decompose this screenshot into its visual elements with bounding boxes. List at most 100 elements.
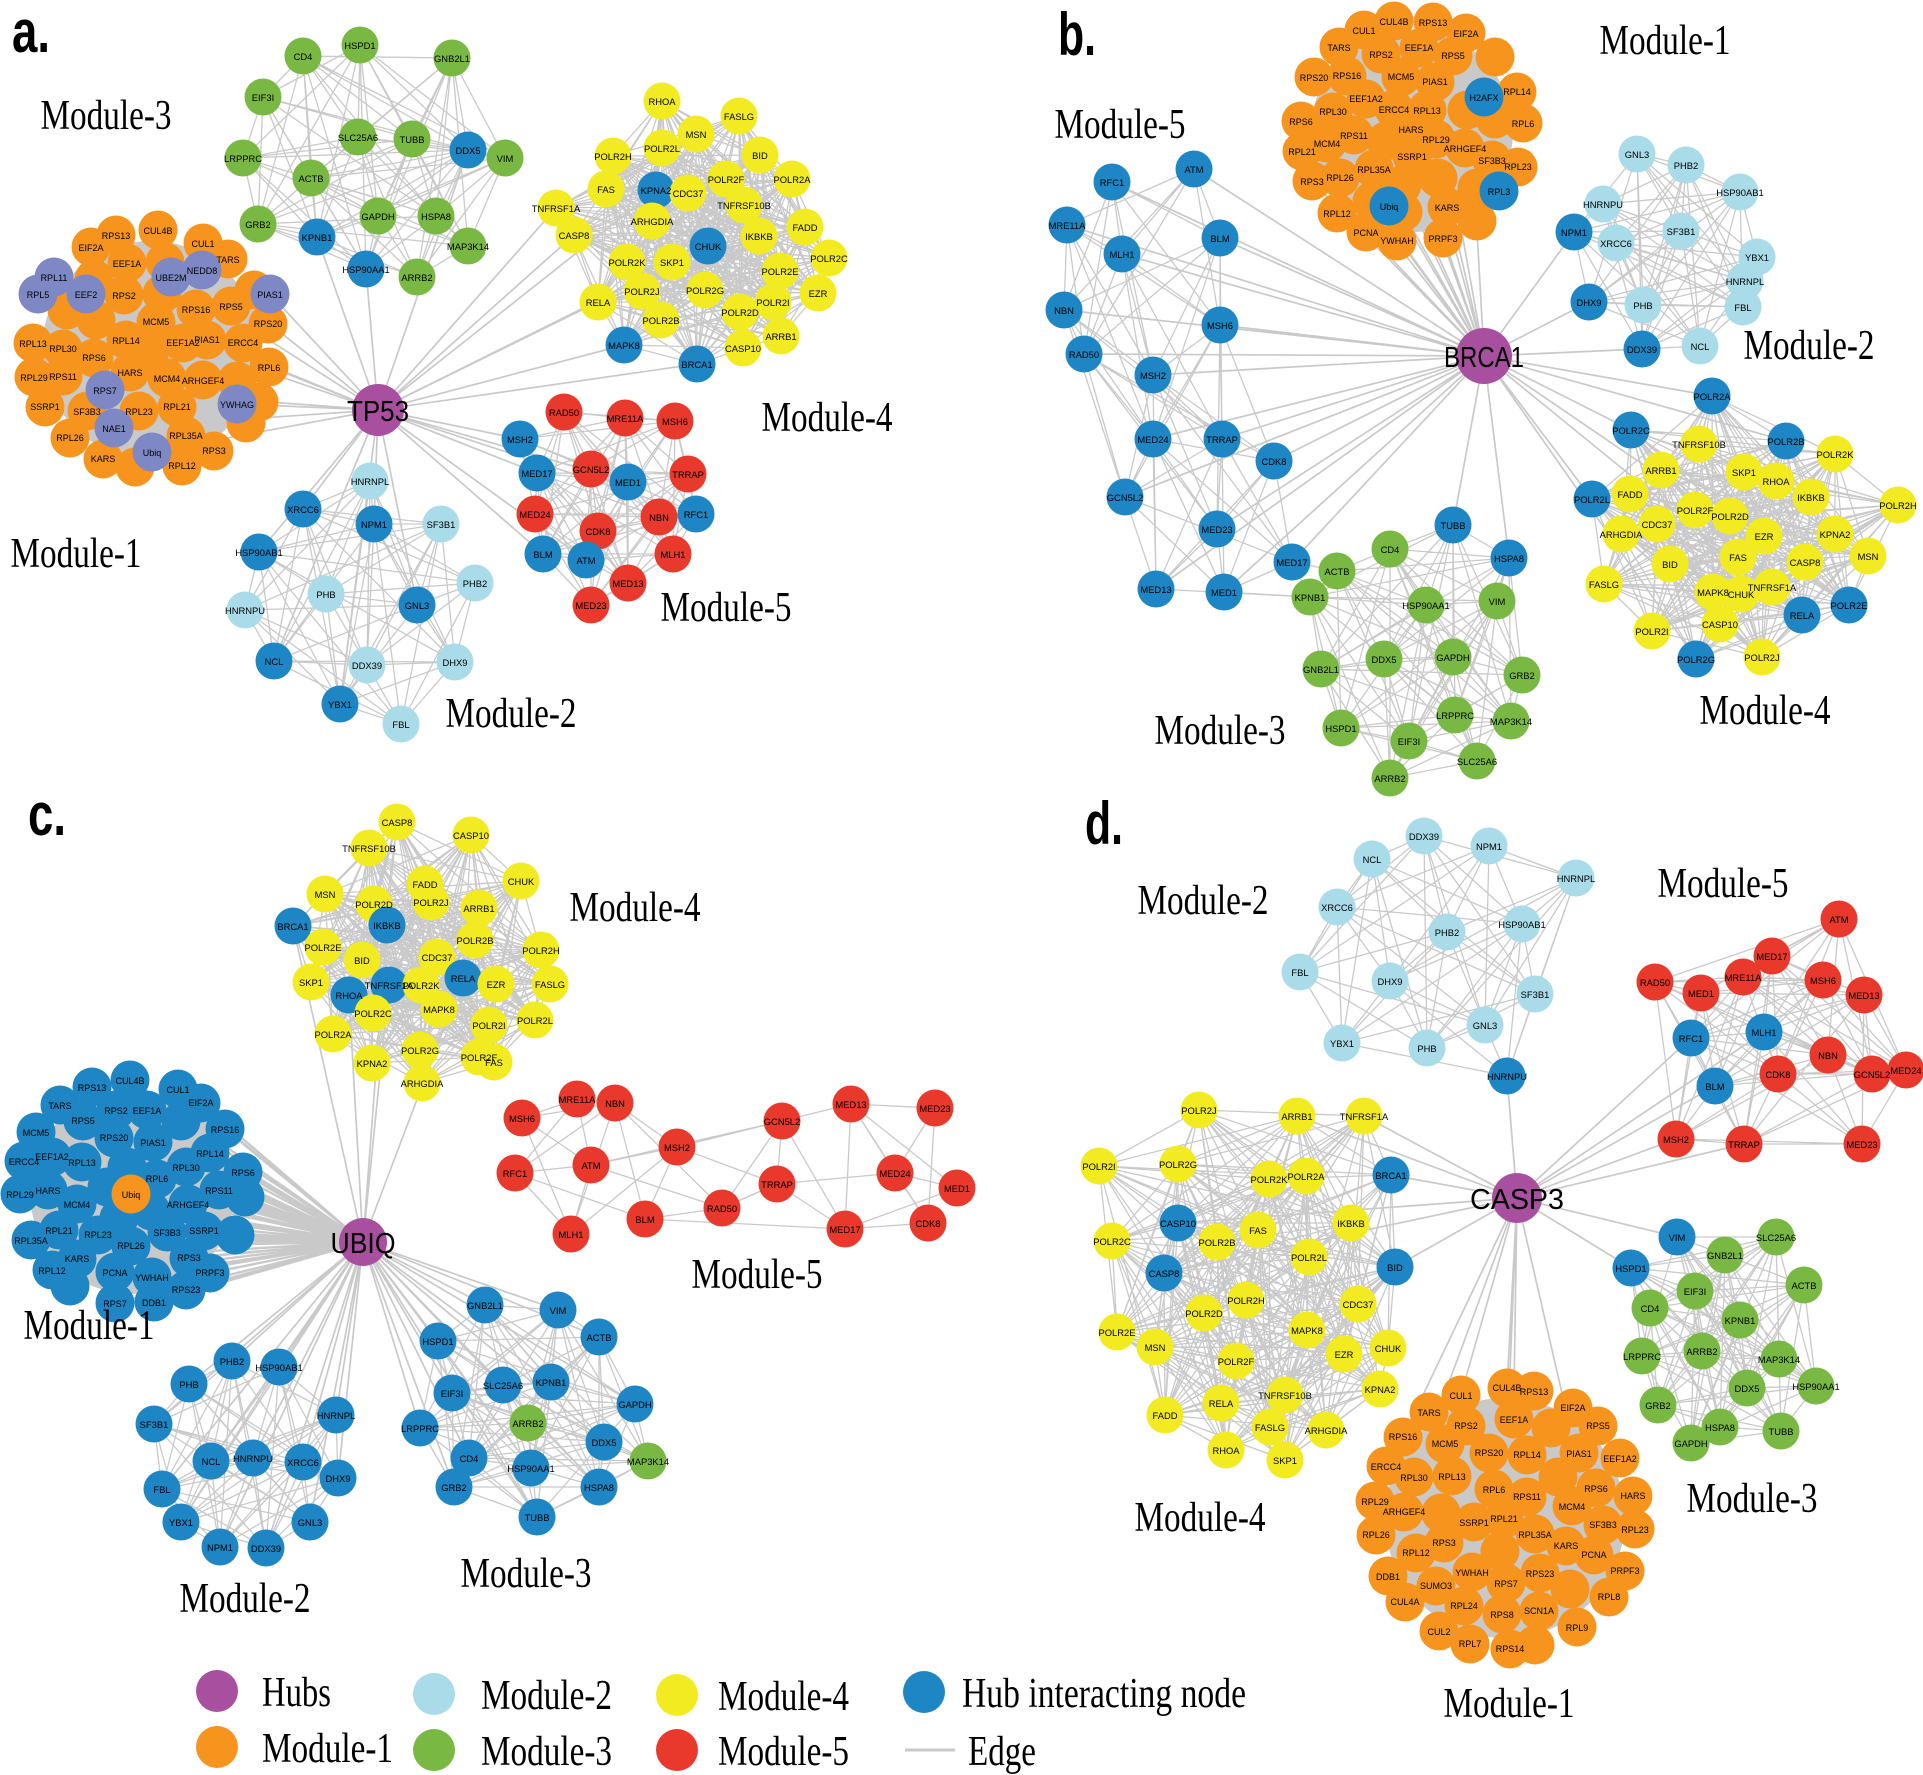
- svg-text:MSH2: MSH2: [664, 1142, 690, 1153]
- svg-text:HNRNPL: HNRNPL: [351, 476, 390, 487]
- svg-text:POLR2H: POLR2H: [594, 151, 632, 162]
- svg-text:HSP90AA1: HSP90AA1: [1402, 600, 1449, 611]
- svg-text:RPL29: RPL29: [1361, 1497, 1389, 1507]
- svg-text:KARS: KARS: [1554, 1541, 1579, 1551]
- svg-text:Module-1: Module-1: [262, 1726, 393, 1772]
- svg-text:RELA: RELA: [1790, 610, 1815, 621]
- svg-text:HARS: HARS: [1398, 125, 1423, 135]
- svg-text:SKP1: SKP1: [1273, 1455, 1297, 1466]
- svg-text:MSH2: MSH2: [507, 434, 533, 445]
- svg-text:TRRAP: TRRAP: [672, 469, 704, 480]
- svg-text:SLC25A6: SLC25A6: [1756, 1232, 1796, 1243]
- svg-text:DDX39: DDX39: [251, 1543, 281, 1554]
- svg-text:RPL29: RPL29: [1422, 135, 1450, 145]
- svg-text:EEF1A: EEF1A: [113, 259, 142, 269]
- svg-text:CASP8: CASP8: [382, 817, 413, 828]
- svg-text:c.: c.: [28, 781, 66, 848]
- svg-text:POLR2L: POLR2L: [1574, 494, 1610, 505]
- svg-text:Ubiq: Ubiq: [143, 448, 162, 458]
- svg-text:XRCC6: XRCC6: [287, 504, 319, 515]
- svg-text:EEF1A: EEF1A: [1500, 1415, 1529, 1425]
- svg-text:RPL21: RPL21: [163, 402, 191, 412]
- svg-text:b.: b.: [1058, 1, 1096, 68]
- svg-text:SSRP1: SSRP1: [1459, 1518, 1489, 1528]
- svg-text:RPL23: RPL23: [1621, 1525, 1649, 1535]
- svg-text:NCL: NCL: [202, 1456, 221, 1467]
- svg-text:Module-1: Module-1: [1600, 18, 1731, 64]
- svg-text:GCN5L2: GCN5L2: [1107, 492, 1143, 503]
- svg-text:RPS14: RPS14: [1496, 1644, 1525, 1654]
- svg-text:MAP3K14: MAP3K14: [1758, 1354, 1800, 1365]
- svg-text:UBE2M: UBE2M: [155, 273, 186, 283]
- svg-text:FBL: FBL: [1734, 302, 1751, 313]
- svg-text:MCM5: MCM5: [1432, 1439, 1459, 1449]
- svg-text:MCM5: MCM5: [1388, 72, 1415, 82]
- svg-text:POLR2B: POLR2B: [1768, 436, 1805, 447]
- svg-text:MLH1: MLH1: [1751, 1027, 1776, 1038]
- svg-text:MSH6: MSH6: [1207, 320, 1233, 331]
- svg-text:EZR: EZR: [1335, 1349, 1354, 1360]
- svg-text:CASP8: CASP8: [1790, 557, 1821, 568]
- svg-text:GAPDH: GAPDH: [1674, 1438, 1707, 1449]
- svg-text:POLR2F: POLR2F: [1677, 505, 1714, 516]
- svg-text:RPS20: RPS20: [1475, 1448, 1504, 1458]
- svg-text:RPL30: RPL30: [1319, 107, 1347, 117]
- svg-text:RPS3: RPS3: [1300, 177, 1324, 187]
- svg-text:ARHGEF4: ARHGEF4: [167, 1200, 210, 1210]
- svg-text:DHX9: DHX9: [1576, 297, 1601, 308]
- svg-text:HSP90AB1: HSP90AB1: [255, 1362, 302, 1373]
- svg-text:NPM1: NPM1: [1561, 227, 1587, 238]
- svg-text:EIF3I: EIF3I: [252, 92, 274, 103]
- svg-text:MED13: MED13: [835, 1099, 866, 1110]
- svg-text:ERCC4: ERCC4: [1371, 1462, 1402, 1472]
- svg-text:ARRB2: ARRB2: [1374, 773, 1405, 784]
- svg-text:MED24: MED24: [519, 509, 550, 520]
- svg-text:POLR2G: POLR2G: [401, 1045, 439, 1056]
- svg-text:YWHAH: YWHAH: [1380, 236, 1414, 246]
- svg-text:SKP1: SKP1: [299, 977, 323, 988]
- svg-text:POLR2G: POLR2G: [1159, 1159, 1197, 1170]
- svg-text:RPL14: RPL14: [112, 336, 140, 346]
- svg-text:HNRNPL: HNRNPL: [1726, 276, 1765, 287]
- svg-text:POLR2D: POLR2D: [1711, 511, 1749, 522]
- svg-text:TNFRSF1A: TNFRSF1A: [532, 203, 581, 214]
- svg-text:CDK8: CDK8: [585, 526, 610, 537]
- svg-text:a.: a.: [12, 0, 50, 65]
- svg-text:CHUK: CHUK: [1728, 589, 1755, 600]
- svg-text:BID: BID: [1387, 1262, 1403, 1273]
- svg-text:HNRNPU: HNRNPU: [1487, 1071, 1527, 1082]
- svg-text:EIF3I: EIF3I: [1398, 736, 1420, 747]
- svg-text:MED23: MED23: [919, 1103, 950, 1114]
- svg-text:POLR2K: POLR2K: [609, 257, 647, 268]
- svg-text:BLM: BLM: [1210, 233, 1229, 244]
- svg-text:Module-2: Module-2: [481, 1673, 612, 1719]
- svg-text:Hub interacting node: Hub interacting node: [962, 1671, 1246, 1717]
- svg-text:POLR2D: POLR2D: [721, 307, 759, 318]
- svg-text:RPL13: RPL13: [1413, 106, 1441, 116]
- svg-text:SUMO3: SUMO3: [1420, 1581, 1452, 1591]
- svg-text:NCL: NCL: [265, 656, 284, 667]
- svg-text:MED1: MED1: [1688, 988, 1714, 999]
- svg-text:HNRNPU: HNRNPU: [1583, 199, 1623, 210]
- svg-text:HSPA8: HSPA8: [584, 1482, 614, 1493]
- svg-text:FADD: FADD: [1617, 489, 1642, 500]
- svg-text:NAE1: NAE1: [102, 424, 126, 434]
- svg-text:IKBKB: IKBKB: [1337, 1218, 1365, 1229]
- svg-text:SSRP1: SSRP1: [30, 402, 60, 412]
- svg-text:RPS2: RPS2: [112, 291, 136, 301]
- svg-text:HNRNPU: HNRNPU: [233, 1453, 273, 1464]
- svg-text:GRB2: GRB2: [1509, 670, 1535, 681]
- svg-text:SCN1A: SCN1A: [1524, 1606, 1554, 1616]
- svg-text:RPL8: RPL8: [1598, 1592, 1621, 1602]
- svg-text:CUL1: CUL1: [1449, 1391, 1472, 1401]
- svg-text:EEF1A2: EEF1A2: [1603, 1454, 1637, 1464]
- svg-text:CUL2: CUL2: [1427, 1627, 1450, 1637]
- svg-text:CASP8: CASP8: [1149, 1268, 1180, 1279]
- svg-text:RPS11: RPS11: [205, 1186, 233, 1196]
- svg-text:RPL14: RPL14: [1503, 87, 1531, 97]
- svg-text:ERCC4: ERCC4: [228, 338, 259, 348]
- svg-text:BID: BID: [752, 150, 768, 161]
- svg-text:RFC1: RFC1: [1679, 1033, 1703, 1044]
- svg-text:RPL35A: RPL35A: [169, 431, 203, 441]
- svg-text:POLR2C: POLR2C: [1093, 1236, 1131, 1247]
